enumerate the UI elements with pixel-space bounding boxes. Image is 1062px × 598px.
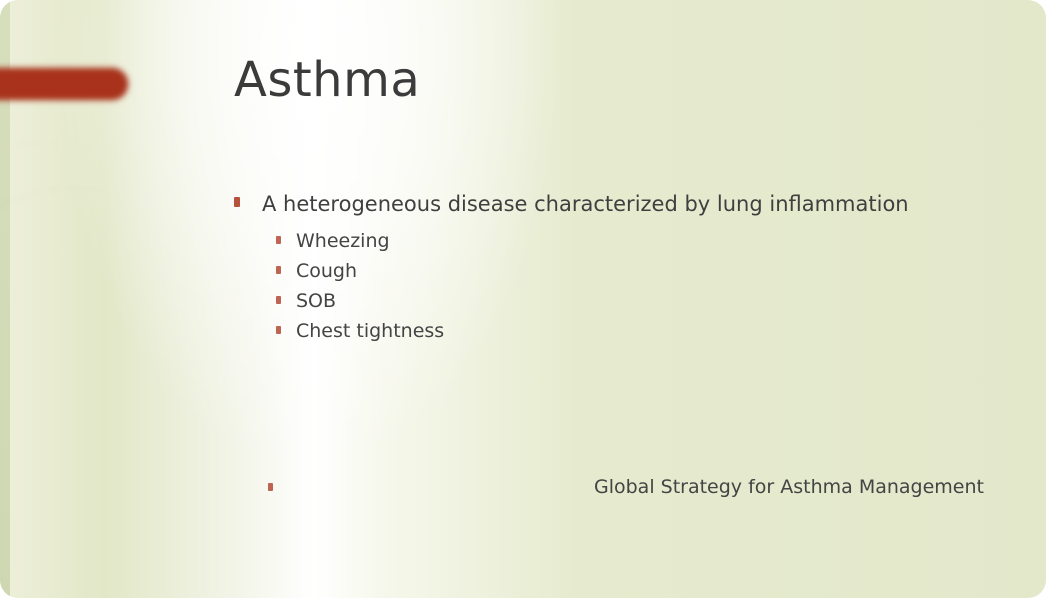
- slide-footer-row: Global Strategy for Asthma Management: [268, 476, 984, 498]
- bullet-level2: Cough: [268, 256, 986, 286]
- slide-footer-citation: Global Strategy for Asthma Management: [293, 476, 984, 498]
- bullet-level2: Chest tightness: [268, 316, 986, 346]
- decorative-red-tab: [0, 68, 128, 100]
- bullet-level2: SOB: [268, 286, 986, 316]
- slide: Asthma A heterogeneous disease character…: [0, 0, 1046, 598]
- bullet-level1: A heterogeneous disease characterized by…: [234, 190, 986, 218]
- footer-bullet-icon: [268, 483, 273, 491]
- slide-title: Asthma: [234, 52, 420, 108]
- bullet-level2: Wheezing: [268, 226, 986, 256]
- slide-content: A heterogeneous disease characterized by…: [234, 190, 986, 346]
